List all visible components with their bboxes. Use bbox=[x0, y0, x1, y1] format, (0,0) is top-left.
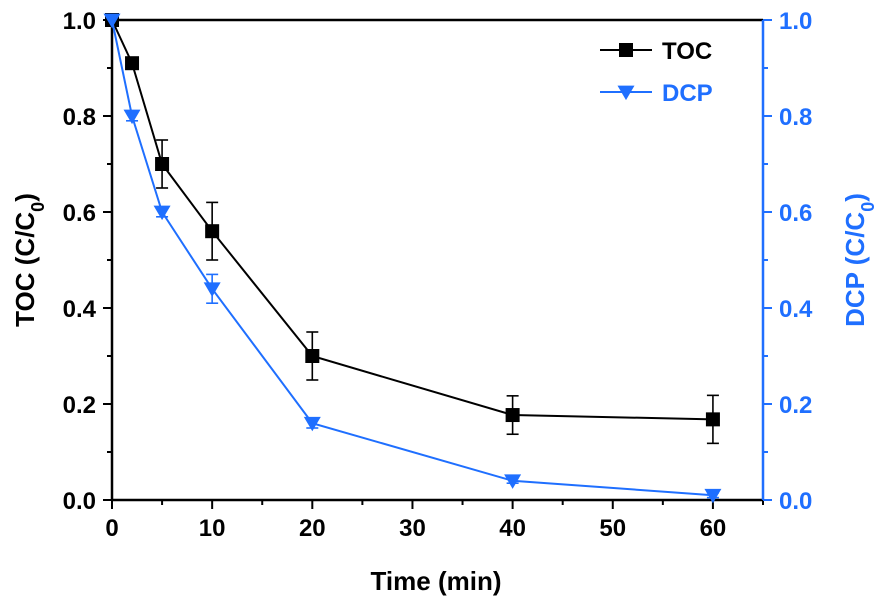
right-y-tick-label: 0.2 bbox=[779, 392, 812, 419]
right-y-axis-title-main: DCP (C/C bbox=[840, 212, 870, 327]
left-y-tick-label: 0.8 bbox=[63, 104, 96, 131]
legend-marker-toc bbox=[619, 43, 633, 57]
left-y-tick-label: 0.0 bbox=[63, 488, 96, 515]
right-y-tick-label: 0.4 bbox=[779, 296, 813, 323]
toc-series-line bbox=[111, 19, 713, 421]
dcp-data-point bbox=[123, 109, 141, 125]
dcp-data-point bbox=[103, 13, 121, 29]
left-y-tick-label: 1.0 bbox=[63, 8, 96, 35]
right-y-axis-title-sub: 0 bbox=[858, 202, 878, 212]
toc-data-point bbox=[125, 56, 140, 71]
x-tick-label: 0 bbox=[105, 515, 118, 542]
left-y-tick-label: 0.4 bbox=[63, 296, 97, 323]
left-y-axis-title-main: TOC (C/C bbox=[10, 212, 40, 327]
left-y-tick-label: 0.6 bbox=[63, 200, 96, 227]
dcp-data-point bbox=[504, 474, 522, 489]
toc-data-point bbox=[305, 349, 320, 363]
right-y-tick-label: 0.8 bbox=[779, 104, 812, 131]
left-y-axis-title-sub: 0 bbox=[28, 202, 48, 212]
right-y-tick-label: 0.6 bbox=[779, 200, 812, 227]
left-y-axis-title: TOC (C/C0) bbox=[10, 193, 48, 327]
left-y-axis-title-close: ) bbox=[10, 193, 40, 202]
dcp-data-point bbox=[203, 282, 221, 297]
x-axis-title: Time (min) bbox=[371, 566, 502, 596]
toc-data-point bbox=[705, 412, 720, 427]
dcp-data-point bbox=[303, 416, 321, 432]
plot-area: 0 10 20 30 40 50 60 0.0 0.2 0.4 0.6 0.8 1.0 0.0 0.2 0.4… bbox=[63, 8, 813, 542]
x-tick-label: 60 bbox=[700, 515, 727, 542]
right-y-axis-title: DCP (C/C0) bbox=[840, 193, 878, 327]
x-tick-label: 20 bbox=[299, 515, 326, 542]
x-tick-label: 40 bbox=[499, 515, 526, 542]
legend-label-toc: TOC bbox=[662, 38, 712, 65]
left-y-tick-label: 0.2 bbox=[63, 392, 96, 419]
toc-data-point bbox=[205, 224, 220, 239]
dcp-data-point bbox=[153, 205, 171, 221]
right-y-axis-title-close: ) bbox=[840, 193, 870, 202]
legend-label-dcp: DCP bbox=[662, 80, 713, 107]
right-y-tick-label: 1.0 bbox=[779, 8, 812, 35]
legend-marker-dcp bbox=[617, 85, 635, 101]
dcp-data-point bbox=[704, 488, 722, 504]
x-tick-label: 10 bbox=[199, 515, 226, 542]
toc-data-point bbox=[505, 408, 520, 423]
right-y-tick-label: 0.0 bbox=[779, 488, 812, 515]
x-tick-label: 50 bbox=[599, 515, 626, 542]
toc-data-point bbox=[155, 157, 170, 171]
x-tick-label: 30 bbox=[399, 515, 426, 542]
